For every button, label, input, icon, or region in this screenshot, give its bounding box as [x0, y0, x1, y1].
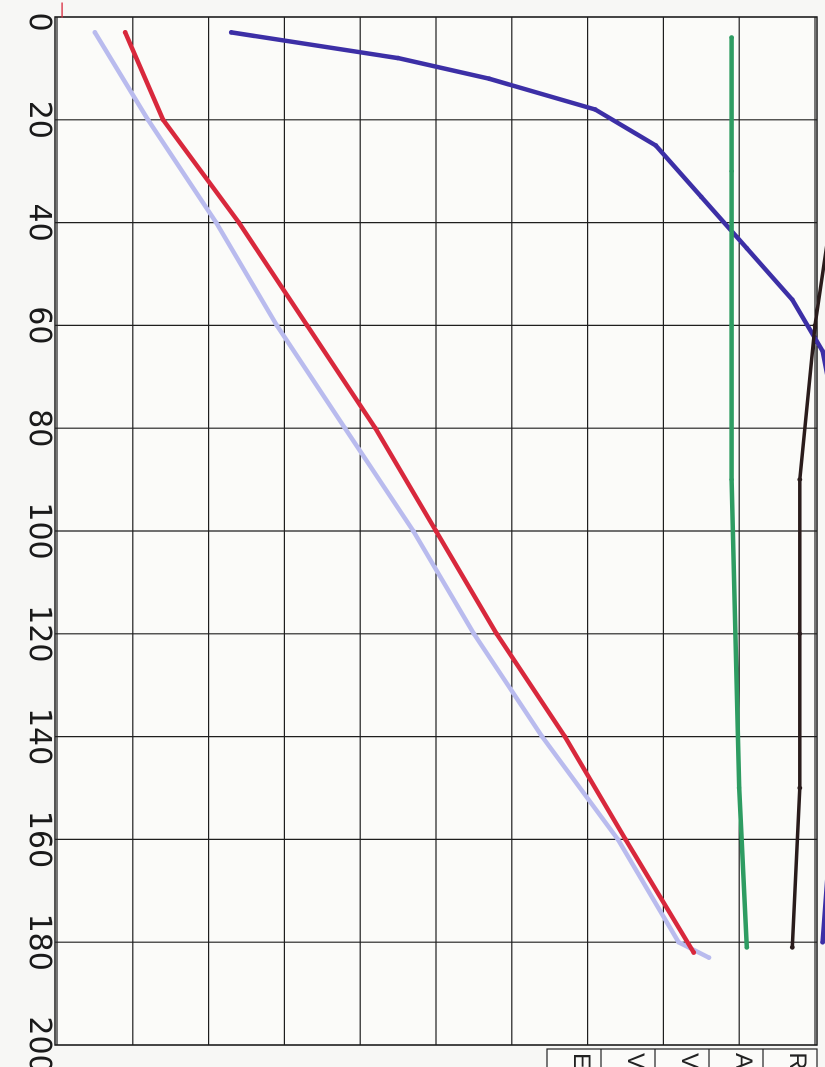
series-1-point-0: [122, 30, 128, 35]
series-1-point-5: [433, 528, 439, 534]
series-1-point-4: [373, 425, 378, 431]
series-0-point-6: [471, 631, 477, 637]
depth-tick-label-7: 140: [22, 708, 57, 765]
series-0-point-5: [410, 528, 416, 534]
depth-tick-label-10: 200: [22, 1016, 57, 1067]
series-3-point-0: [729, 35, 734, 40]
series-2-point-2: [486, 76, 492, 82]
series-2-point-8: [820, 348, 825, 354]
series-0-point-1: [145, 117, 151, 123]
series-1-point-7: [562, 734, 568, 739]
series-4-point-5: [797, 785, 803, 791]
top-mark: |: [60, 1, 64, 18]
series-4-point-2: [812, 323, 818, 328]
legend-entry-2: V: [676, 1053, 703, 1067]
series-3-point-6: [744, 944, 750, 950]
depth-tick-label-2: 40: [22, 204, 57, 242]
series-0-point-7: [539, 734, 545, 739]
depth-tick-label-9: 180: [22, 914, 57, 971]
series-2-point-3: [592, 107, 598, 112]
plot-border: [54, 16, 818, 1046]
depth-tick-label-3: 60: [22, 306, 57, 344]
depth-tick-label-5: 100: [22, 502, 57, 559]
series-0-point-9: [676, 939, 681, 945]
data-series: [92, 30, 825, 960]
depth-tick-label-1: 20: [22, 101, 57, 139]
legend-entry-3: A: [730, 1053, 757, 1067]
series-4-point-6: [789, 944, 795, 950]
series-2-point-4: [653, 143, 659, 148]
series-3-point-2: [729, 323, 734, 328]
depth-tick-labels: 0 20 40 60 80 100 120 140 160 180 200: [22, 12, 57, 1067]
series-3-point-1: [729, 168, 734, 174]
legend-entry-4: R: [784, 1052, 811, 1067]
series-1-point-6: [494, 631, 499, 637]
grid-lines: [54, 16, 818, 1046]
series-2-point-1: [395, 55, 401, 61]
series-2-point-7: [789, 297, 795, 303]
depth-tick-label-0: 0: [22, 12, 57, 31]
legend-entry-1: V: [622, 1053, 649, 1067]
series-3-point-3: [729, 477, 734, 482]
depth-tick-label-4: 80: [22, 409, 57, 447]
legend-box: [546, 1048, 818, 1067]
series-2-point-5: [698, 194, 704, 200]
series-0-point-2: [213, 220, 219, 226]
series-1-point-3: [304, 323, 310, 328]
legend-entry-0: E: [568, 1053, 595, 1067]
series-0-point-3: [274, 323, 280, 328]
series-0-point-4: [342, 425, 348, 431]
series-line-1: [122, 30, 696, 955]
series-1-point-1: [160, 117, 166, 123]
depth-tick-label-8: 160: [22, 811, 57, 868]
series-2-point-0: [228, 30, 234, 35]
series-4-point-4: [797, 631, 803, 637]
series-0-point-0: [92, 30, 98, 35]
series-1-point-2: [236, 220, 242, 226]
series-0-point-8: [615, 837, 621, 842]
depth-tick-label-6: 120: [22, 605, 57, 662]
series-3-point-4: [733, 631, 738, 637]
series-1-point-9: [691, 950, 697, 955]
series-1-point-8: [623, 837, 628, 842]
series-2-point-6: [744, 245, 750, 251]
series-3-point-5: [736, 785, 742, 791]
series-0-point-10: [706, 955, 712, 960]
series-4-point-3: [797, 477, 803, 482]
series-2-point-14: [820, 939, 825, 945]
